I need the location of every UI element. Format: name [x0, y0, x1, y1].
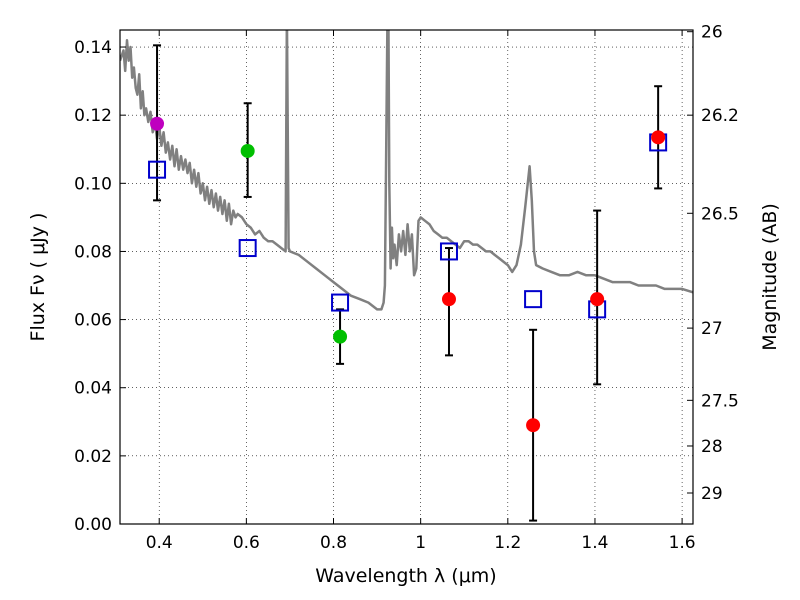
model-photometry-point	[148, 160, 167, 179]
y2-axis-title: Magnitude (AB)	[759, 203, 781, 351]
plot-area	[120, 30, 693, 524]
y-tick-label: 0.02	[74, 447, 112, 467]
x-axis-title: Wavelength λ (μm)	[315, 565, 496, 587]
y2-axis-ticks: 26 26.2 26.5 27 27.5 28 29	[687, 23, 739, 504]
y-tick-label: 0.12	[74, 106, 112, 126]
y2-tick-label: 27.5	[701, 391, 739, 411]
y2-tick-label: 26	[701, 23, 723, 43]
measured-flux-point	[590, 292, 605, 307]
model-sed-series	[120, 30, 693, 311]
x-tick-label: 1	[415, 533, 426, 553]
x-tick-label: 0.6	[233, 533, 260, 553]
y-tick-label: 0.14	[74, 38, 112, 58]
x-tick-label: 1.4	[581, 533, 608, 553]
measured-flux-point	[150, 116, 165, 131]
x-tick-label: 1.6	[669, 533, 696, 553]
y2-tick-label: 29	[701, 484, 723, 504]
model-photometry-point	[524, 290, 543, 309]
y-axis-title: Flux Fν ( μJy )	[27, 213, 49, 342]
measured-flux-point	[333, 329, 348, 344]
x-axis-ticks: 0.4 0.6 0.8 1 1.2 1.4 1.6	[146, 30, 696, 553]
y2-tick-label: 28	[701, 437, 723, 457]
y-tick-label: 0.06	[74, 311, 112, 331]
measured-flux-point	[240, 143, 255, 158]
y-tick-label: 0.00	[74, 515, 112, 535]
model-photometry-point	[331, 293, 350, 312]
y2-tick-label: 27	[701, 319, 723, 339]
measured-flux-point	[526, 418, 541, 433]
measured-flux-series	[150, 116, 666, 433]
measured-flux-point	[441, 292, 456, 307]
y2-tick-label: 26.5	[701, 204, 739, 224]
y-tick-label: 0.08	[74, 242, 112, 262]
y-tick-label: 0.10	[74, 174, 112, 194]
x-tick-label: 0.4	[146, 533, 173, 553]
y-tick-label: 0.04	[74, 379, 112, 399]
model-sed-line	[120, 30, 693, 311]
measured-flux-point	[651, 130, 666, 145]
x-tick-label: 0.8	[320, 533, 347, 553]
model-photometry-point	[238, 239, 257, 258]
y2-tick-label: 26.2	[701, 106, 739, 126]
x-tick-label: 1.2	[494, 533, 521, 553]
y-axis-ticks: 0.00 0.02 0.04 0.06 0.08 0.10 0.12 0.14	[74, 38, 126, 535]
model-photometry-point	[439, 242, 458, 261]
plot-frame	[119, 29, 694, 525]
